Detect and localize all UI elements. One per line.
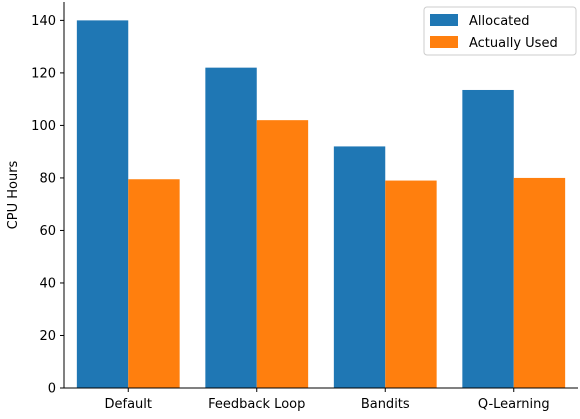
- bar-feedback-loop-actually-used: [256, 120, 309, 388]
- legend-swatch: [430, 36, 458, 48]
- legend-label: Allocated: [469, 14, 530, 29]
- y-tick-label: 0: [48, 382, 56, 397]
- bar-q-learning-actually-used: [513, 177, 566, 388]
- x-tick-label: Feedback Loop: [208, 397, 305, 412]
- y-tick-label: 120: [31, 66, 56, 81]
- legend: Allocated Actually Used: [423, 6, 577, 56]
- bars-layer: [76, 20, 566, 389]
- bar-default-actually-used: [128, 179, 180, 388]
- y-tick-label: 40: [39, 276, 56, 291]
- bar-default-allocated: [76, 20, 129, 389]
- bar-bandits-allocated: [333, 146, 386, 388]
- y-tick-label: 100: [31, 119, 56, 134]
- legend-swatch: [430, 14, 458, 26]
- y-tick-label: 20: [39, 329, 56, 344]
- y-axis-label: CPU Hours: [6, 160, 21, 229]
- y-tick-label: 140: [31, 14, 56, 29]
- axes-layer: 0 20 40 60 80 100 120 140 Default Feedback Loop Ba…: [31, 2, 578, 412]
- bar-q-learning-allocated: [462, 89, 514, 388]
- x-tick-label: Default: [105, 397, 153, 412]
- legend-box: [423, 6, 577, 56]
- legend-label: Actually Used: [469, 36, 558, 51]
- y-tick-label: 80: [39, 171, 56, 186]
- bar-feedback-loop-allocated: [205, 67, 257, 389]
- x-tick-label: Bandits: [361, 397, 410, 412]
- y-tick-label: 60: [39, 224, 56, 239]
- bar-bandits-actually-used: [385, 180, 437, 388]
- x-tick-label: Q-Learning: [478, 397, 550, 412]
